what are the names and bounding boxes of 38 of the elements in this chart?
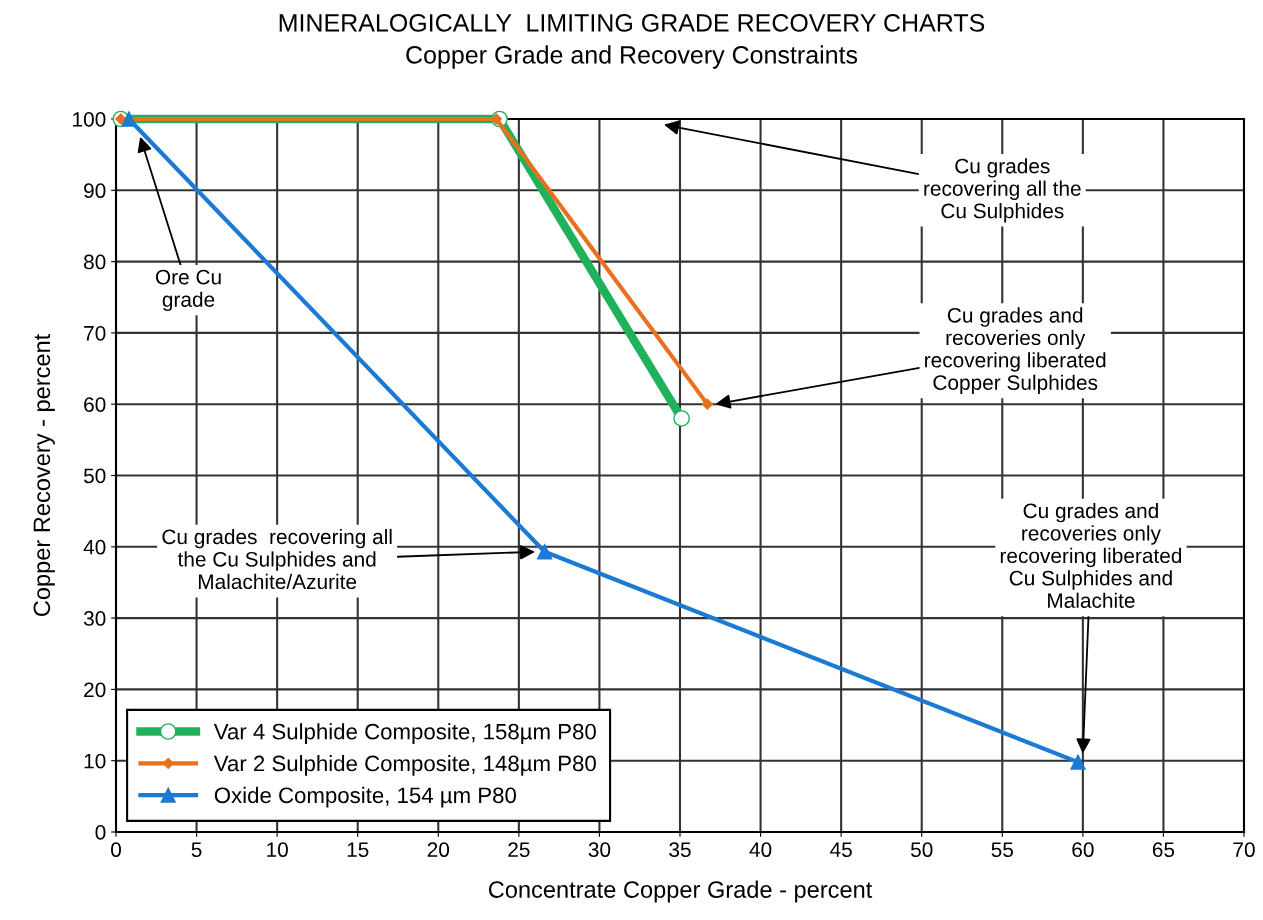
x-tick-label: 55 — [991, 842, 1013, 858]
x-tick-label: 20 — [427, 842, 450, 858]
y-tick-label: 30 — [83, 611, 106, 626]
x-tick-label: 65 — [1152, 842, 1175, 858]
annotation: Cu grades and recoveries only recovering liberated Copper Sulphides — [925, 307, 1106, 395]
y-tick-label: 80 — [84, 254, 106, 270]
y-tick-label: 20 — [84, 682, 106, 698]
y-tick-label: 90 — [84, 183, 106, 199]
chart-title: MINERALOGICALLY LIMITING GRADE RECOVERY CHARTS — [279, 14, 985, 32]
annotation: Cu grades recovering all the Cu Sulphides — [924, 158, 1081, 223]
x-tick-label: 35 — [669, 842, 691, 858]
y-tick-label: 50 — [83, 468, 106, 484]
x-tick-label: 5 — [191, 842, 202, 858]
y-tick-label: 100 — [73, 112, 106, 127]
annotation: Cu grades recovering all the Cu Sulphides and Malachite/Azurite — [162, 528, 392, 590]
x-tick-label: 45 — [830, 842, 852, 858]
y-tick-label: 60 — [84, 397, 106, 412]
annotation: Ore Cu grade — [155, 269, 221, 312]
y-tick-label: 70 — [84, 325, 106, 341]
x-tick-label: 0 — [111, 842, 121, 858]
x-tick-label: 25 — [508, 842, 530, 858]
y-tick-label: 10 — [84, 753, 106, 769]
x-tick-label: 40 — [749, 842, 772, 858]
x-axis-title: Concentrate Copper Grade - percent — [488, 880, 873, 903]
legend-label: Var 4 Sulphide Composite, 158µm P80 — [213, 723, 596, 744]
x-tick-label: 15 — [347, 842, 369, 858]
x-tick-label: 60 — [1072, 842, 1094, 858]
x-tick-label: 50 — [910, 842, 933, 858]
legend-label: Var 2 Sulphide Composite, 148µm P80 — [213, 755, 596, 776]
y-tick-label: 0 — [95, 825, 106, 840]
x-tick-label: 30 — [588, 842, 611, 858]
y-tick-label: 40 — [83, 539, 106, 555]
x-tick-label: 10 — [267, 842, 288, 858]
annotation: Cu grades and recoveries only recovering liberated Cu Sulphides and Malachite — [1000, 502, 1182, 608]
chart-subtitle: Copper Grade and Recovery Constraints — [406, 45, 858, 69]
x-tick-label: 70 — [1233, 842, 1255, 858]
y-axis-title: Copper Recovery - percent — [33, 333, 55, 617]
legend-label: Oxide Composite, 154 µm P80 — [214, 786, 516, 808]
